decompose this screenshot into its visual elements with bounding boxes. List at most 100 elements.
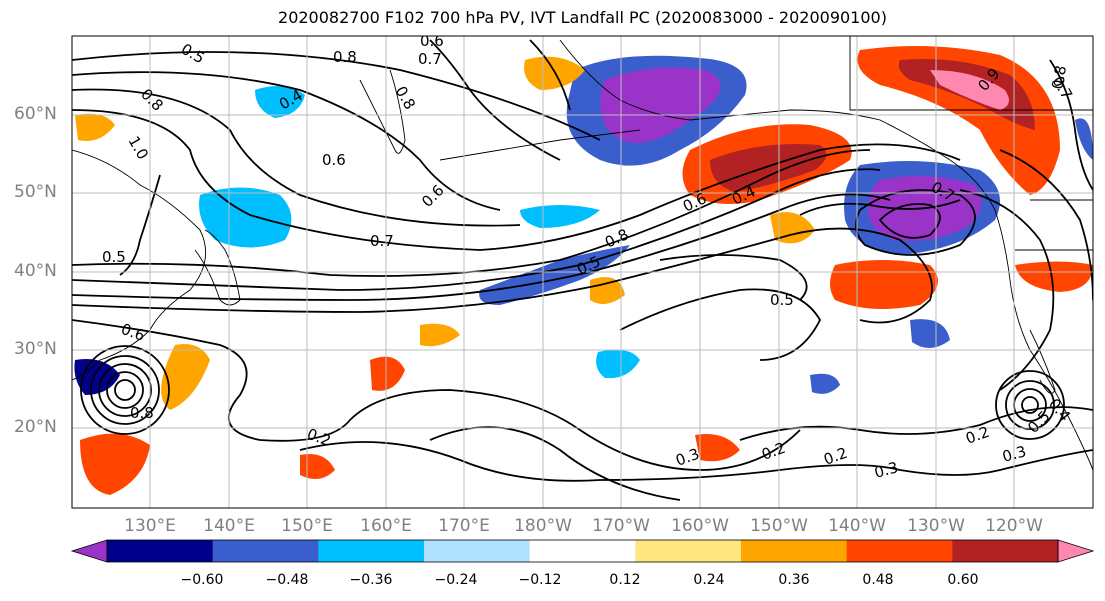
- contour-line: [72, 71, 501, 211]
- colorbar-segment: [107, 540, 214, 562]
- contour-label: 0.8: [333, 48, 357, 66]
- colorbar-segment: [318, 540, 425, 562]
- border-line: [1015, 199, 1093, 251]
- coastlines: [72, 36, 1093, 471]
- lat-label: 60°N: [14, 104, 57, 124]
- shading-negative-west: [199, 187, 292, 248]
- border-box: [849, 36, 1093, 111]
- contour-label: 0.6: [322, 151, 346, 169]
- contour-label: 0.7: [418, 50, 442, 68]
- colorbar-tick-label: −0.36: [349, 572, 393, 588]
- typhoon-contour: [114, 379, 136, 401]
- shading-positive-subtropic-west: [80, 433, 150, 495]
- typhoon-contour: [90, 355, 160, 425]
- map-frame: [71, 35, 1094, 509]
- colorbar-segment: [846, 540, 953, 562]
- contour-label: 0.7: [370, 232, 394, 250]
- contour-line: [429, 39, 561, 161]
- colorbar-segment: [635, 540, 742, 562]
- shading-positive-eastpac: [830, 260, 938, 309]
- contour-line: [72, 193, 891, 301]
- colorbar-segment: [741, 540, 848, 562]
- contour-line: [1049, 59, 1093, 191]
- shading-positive-small-10: [161, 344, 210, 410]
- contour-line: [72, 51, 601, 141]
- colorbar-tick-label: −0.60: [180, 572, 224, 588]
- lon-label: 140°E: [203, 516, 255, 536]
- colorbar-segment: [424, 540, 531, 562]
- shading-positive-small-7: [770, 212, 815, 244]
- lon-label: 180°W: [514, 516, 572, 536]
- shading-negative-small-3: [1075, 118, 1093, 160]
- typhoon-contour: [98, 363, 152, 417]
- coastline-japan: [194, 229, 241, 306]
- colorbar-tick-label: −0.24: [434, 572, 478, 588]
- colorbar-tick-label: −0.12: [518, 572, 562, 588]
- colorbar-segment: [212, 540, 319, 562]
- shading-negative-west-2: [255, 86, 305, 118]
- lat-label: 20°N: [14, 417, 57, 437]
- lat-label: 40°N: [14, 261, 57, 281]
- contour-line: [72, 88, 521, 227]
- shading-positive-small-5: [420, 323, 460, 347]
- shading-negative-small-5: [520, 205, 600, 228]
- contour-line: [959, 189, 1055, 391]
- colorbar-tick-label: −0.48: [265, 572, 309, 588]
- contour-label: 0.8: [130, 404, 154, 422]
- lat-label: 30°N: [14, 339, 57, 359]
- east-low-contour: [1005, 380, 1055, 430]
- coastline-asia: [72, 149, 207, 381]
- lon-label: 140°W: [828, 516, 886, 536]
- east-low-contour: [1021, 396, 1039, 414]
- contour-line: [619, 288, 822, 361]
- contour-line: [529, 39, 571, 111]
- lon-label: 170°W: [592, 516, 650, 536]
- colorbar-outline: [106, 539, 1059, 563]
- contour-line: [799, 199, 961, 216]
- shading-positive-small-8: [1015, 261, 1093, 292]
- shading-negative-jet: [479, 245, 630, 305]
- contour-label: 0.3: [1000, 442, 1028, 466]
- shading-positive-small-6: [75, 113, 115, 141]
- lon-label: 170°E: [438, 516, 490, 536]
- coastline-kamchatka: [359, 69, 406, 154]
- typhoon-contour: [106, 371, 144, 409]
- lon-label: 150°E: [281, 516, 333, 536]
- contour-line: [999, 149, 1093, 301]
- colorbar-segment: [529, 540, 636, 562]
- shading-positive-small-1: [370, 356, 405, 391]
- graticule: [72, 36, 1093, 508]
- contour-line: [659, 254, 808, 301]
- east-low-contour: [995, 370, 1065, 440]
- lon-label: 120°W: [985, 516, 1043, 536]
- colorbar-extend-min: [70, 539, 108, 563]
- shading-positive-small-3: [590, 277, 625, 304]
- lon-label: 130°E: [124, 516, 176, 536]
- shading-negative-small-1: [596, 349, 640, 379]
- colorbar-extend-max: [1057, 539, 1095, 563]
- contour-line: [878, 203, 941, 239]
- contour-line: [72, 149, 871, 277]
- contour-line: [72, 109, 961, 251]
- lon-label: 160°W: [671, 516, 729, 536]
- colorbar-tick-label: 0.60: [947, 572, 979, 588]
- contour-line: [119, 174, 161, 276]
- colorbar-tick-label: 0.24: [693, 572, 725, 588]
- coastline-northamerica: [949, 159, 1093, 471]
- contour-line: [299, 441, 1093, 482]
- colorbar-tick-label: 0.12: [609, 572, 641, 588]
- contour-label: 0.8: [1048, 64, 1070, 91]
- typhoon-contour: [80, 345, 170, 435]
- shading-negative-small-2: [810, 373, 840, 394]
- shading-negative-small-4: [910, 319, 950, 349]
- colorbar-tick-label: 0.36: [778, 572, 810, 588]
- coastline-aleutians: [439, 129, 641, 161]
- lat-label: 50°N: [14, 182, 57, 202]
- pv-anomaly-shading: [74, 46, 1093, 495]
- colorbar-tick-label: 0.48: [862, 572, 894, 588]
- lon-label: 150°W: [750, 516, 808, 536]
- contour-label: 0.5: [102, 248, 126, 266]
- colorbar: [70, 539, 1095, 563]
- colorbar-segment: [952, 540, 1059, 562]
